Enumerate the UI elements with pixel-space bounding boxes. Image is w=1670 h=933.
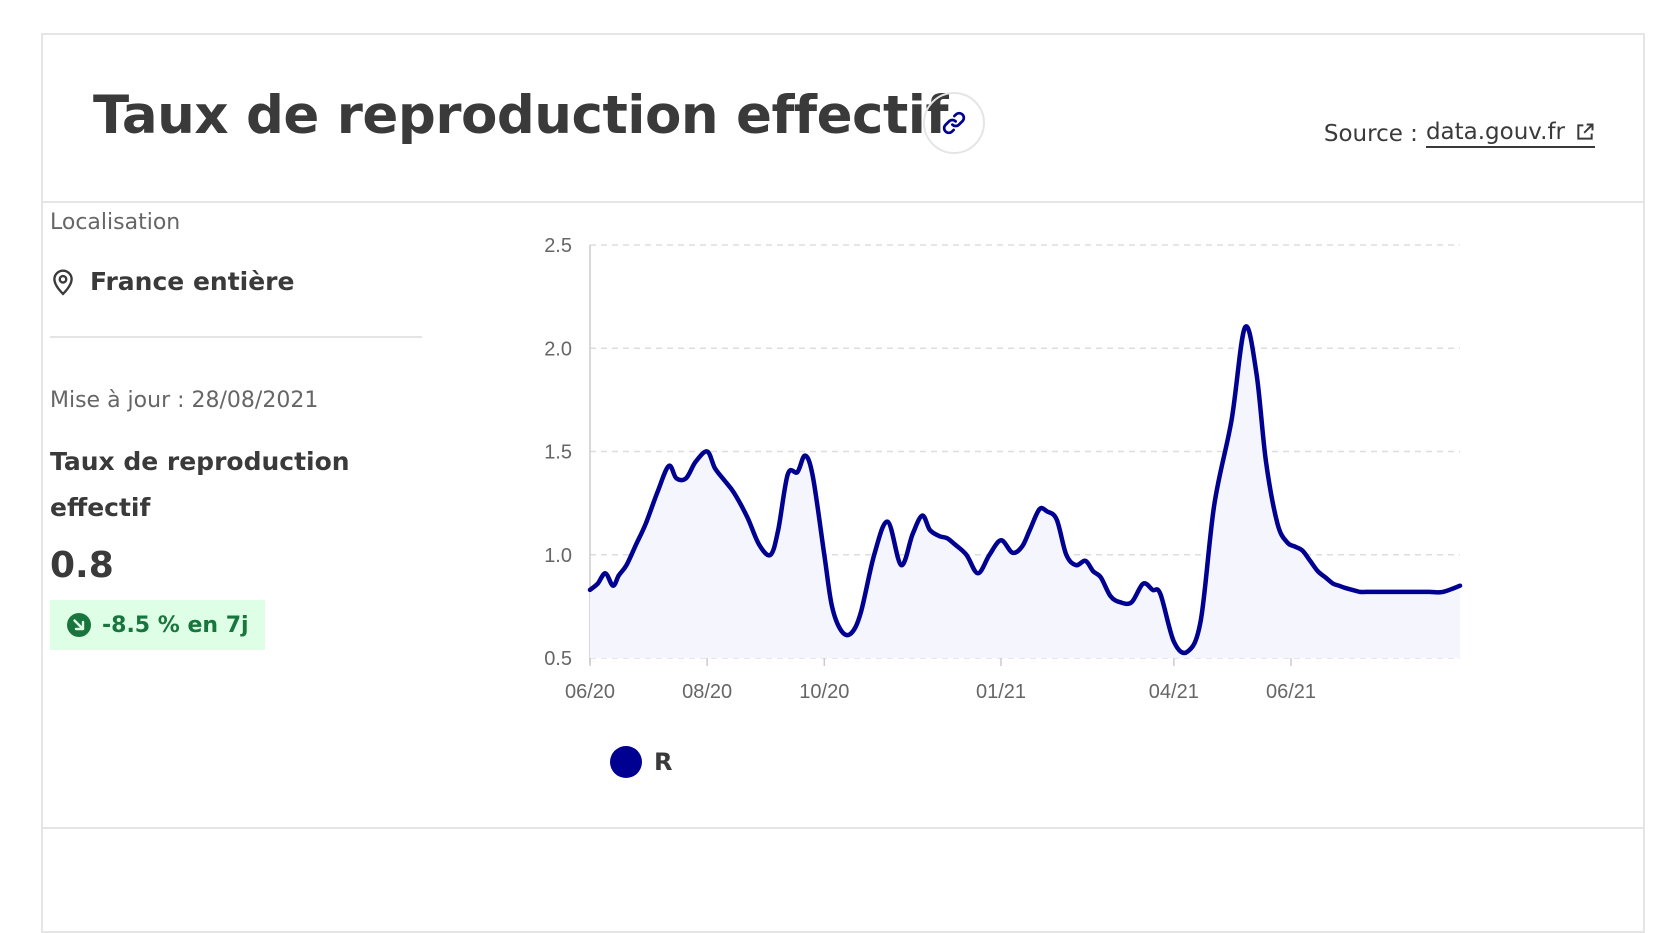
map-pin-icon: [53, 269, 73, 295]
card-header: Taux de reproduction effectif Source : d…: [43, 35, 1643, 203]
metric-name: Taux de reproduction effectif: [50, 447, 350, 522]
arrow-down-right-icon: [67, 613, 91, 637]
source-link-text: data.gouv.fr: [1425, 119, 1565, 145]
update-date: Mise à jour : 28/08/2021: [50, 388, 319, 413]
x-tick-label: 06/21: [1266, 681, 1316, 703]
source-link[interactable]: data.gouv.fr: [1425, 119, 1595, 148]
source: Source : data.gouv.fr: [1324, 119, 1595, 148]
chart-legend: R: [610, 746, 672, 778]
location-label: Localisation: [50, 210, 181, 235]
location-selector[interactable]: France entière: [50, 267, 430, 296]
source-label: Source :: [1323, 120, 1418, 147]
legend-label: R: [654, 748, 673, 776]
r-chart: 0.5 1.0 1.5 2.0 2.5 06/20 08/20 10/20 01/21 04/21…: [544, 235, 1463, 703]
y-tick-label: 2.5: [544, 235, 572, 257]
x-tick-label: 08/20: [682, 681, 732, 703]
link-icon: [942, 111, 966, 135]
x-tick-label: 01/21: [976, 681, 1026, 703]
indicator-sidebar: Localisation France entière Mise à jour …: [50, 210, 430, 650]
sidebar-divider: [50, 336, 422, 338]
y-tick-label: 1.5: [544, 442, 572, 464]
page-title: Taux de reproduction effectif: [93, 85, 949, 146]
card-footer-divider: [43, 827, 1643, 829]
x-tick-label: 06/20: [565, 681, 615, 703]
copy-link-button[interactable]: [923, 92, 985, 154]
external-link-icon: [1577, 123, 1594, 140]
indicator-card: Taux de reproduction effectif Source : d…: [41, 33, 1645, 933]
location-value: France entière: [90, 267, 295, 296]
metric-value: 0.8: [50, 545, 114, 586]
legend-swatch: [610, 746, 642, 778]
trend-text: -8.5 % en 7j: [102, 612, 249, 638]
y-tick-label: 2.0: [544, 338, 572, 360]
trend-badge: -8.5 % en 7j: [50, 600, 265, 650]
series-line-r: [587, 324, 1463, 656]
x-tick-label: 04/21: [1149, 681, 1199, 703]
x-tick-label: 10/20: [799, 681, 849, 703]
y-tick-label: 0.5: [544, 648, 572, 670]
series-area-r: [590, 326, 1460, 658]
y-tick-label: 1.0: [544, 545, 572, 567]
